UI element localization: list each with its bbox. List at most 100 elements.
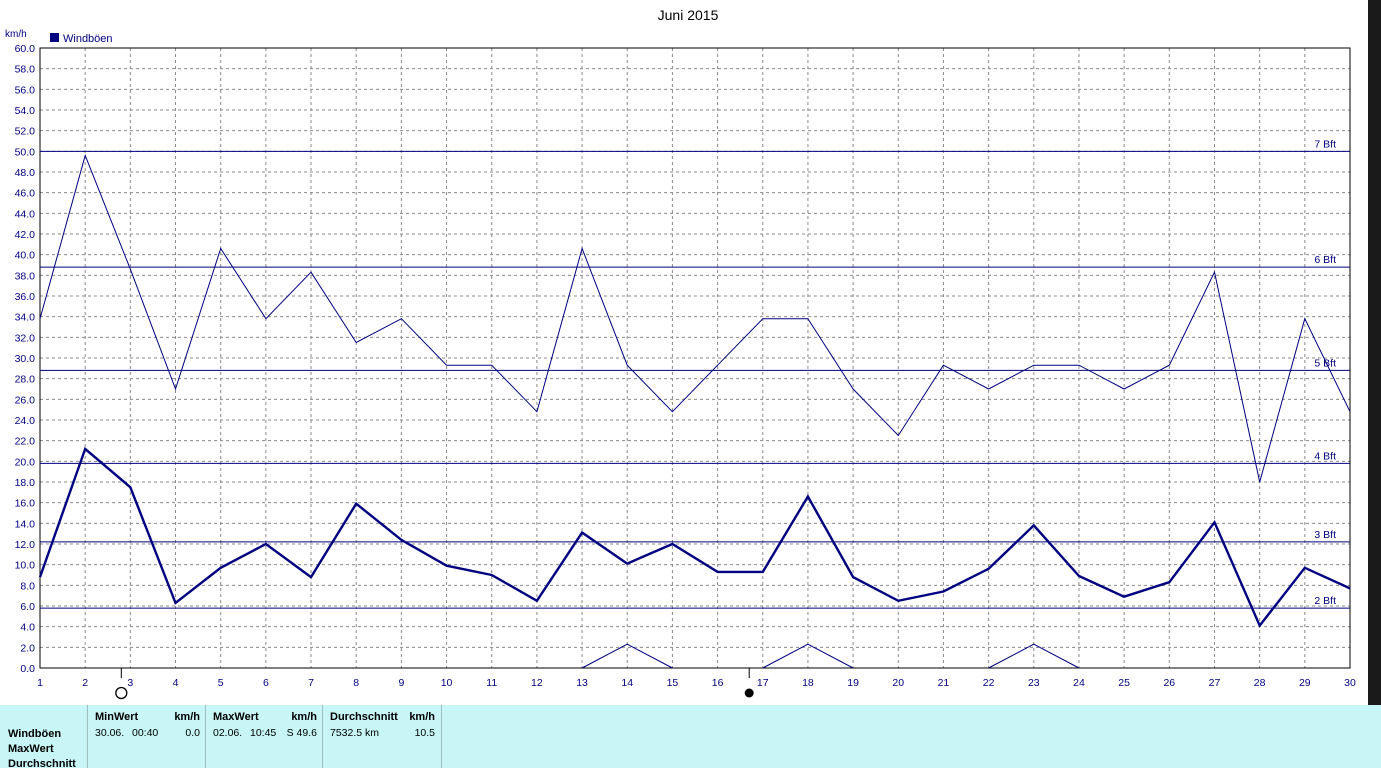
x-tick-label: 22 <box>983 677 995 689</box>
y-tick-label: 4.0 <box>20 622 35 634</box>
y-tick-label: 24.0 <box>15 415 36 427</box>
y-tick-label: 36.0 <box>15 291 36 303</box>
x-tick-label: 3 <box>127 677 133 689</box>
y-tick-label: 48.0 <box>15 167 36 179</box>
y-tick-label: 28.0 <box>15 374 36 386</box>
x-tick-label: 25 <box>1118 677 1130 689</box>
y-tick-label: 2.0 <box>20 642 35 654</box>
x-tick-label: 4 <box>173 677 179 689</box>
y-tick-label: 40.0 <box>15 250 36 262</box>
row-label-maxwert: MaxWert <box>8 743 54 755</box>
durchschnitt-column: Durchschnitt km/h 7532.5 km 10.5 <box>322 705 442 768</box>
full-moon-icon <box>115 686 128 700</box>
x-tick-label: 5 <box>218 677 224 689</box>
maxwert-header: MaxWert <box>213 711 259 723</box>
x-tick-label: 14 <box>621 677 633 689</box>
y-tick-label: 10.0 <box>15 560 36 572</box>
x-tick-label: 30 <box>1344 677 1356 689</box>
y-tick-label: 54.0 <box>15 105 36 117</box>
beaufort-label: 7 Bft <box>1314 138 1336 150</box>
beaufort-label: 2 Bft <box>1314 595 1336 607</box>
row-label-durchschnitt: Durchschnitt <box>8 758 76 768</box>
y-tick-label: 12.0 <box>15 539 36 551</box>
y-tick-label: 8.0 <box>20 580 35 592</box>
moon-phases <box>115 668 754 700</box>
y-tick-label: 60.0 <box>15 43 36 55</box>
minwert-date: 30.06. <box>95 727 125 739</box>
x-tick-label: 17 <box>757 677 769 689</box>
series-line-min <box>988 643 1080 669</box>
x-tick-label: 12 <box>531 677 543 689</box>
x-axis: 1 2 3 4 5 6 7 8 9 10 11 12 13 14 15 16 17 18 19 20 21 22 23 24 2… <box>37 677 1356 689</box>
statistics-panel: Windböen MaxWert Durchschnitt MinWert km… <box>0 705 1381 768</box>
y-axis-unit-label: km/h <box>5 29 27 40</box>
x-tick-label: 2 <box>82 677 88 689</box>
series-line-min <box>762 643 854 669</box>
series-line-average <box>38 446 1351 628</box>
x-tick-label: 21 <box>938 677 950 689</box>
plot-frame <box>39 47 1351 669</box>
grid <box>39 47 1351 669</box>
x-tick-label: 6 <box>263 677 269 689</box>
row-label-windboeen: Windböen <box>8 728 62 740</box>
row-labels: Windböen MaxWert Durchschnitt <box>8 727 76 768</box>
x-tick-label: 20 <box>892 677 904 689</box>
y-tick-label: 30.0 <box>15 353 36 365</box>
x-tick-label: 19 <box>847 677 859 689</box>
maxwert-value: S 49.6 <box>286 727 317 739</box>
minwert-value: 0.0 <box>185 727 200 739</box>
x-tick-label: 11 <box>486 677 497 689</box>
y-tick-label: 52.0 <box>15 126 36 138</box>
durchschnitt-unit: km/h <box>409 711 435 723</box>
maxwert-date: 02.06. <box>213 727 243 739</box>
legend-swatch <box>50 33 59 42</box>
minwert-time: 00:40 <box>132 727 159 739</box>
x-tick-label: 15 <box>667 677 679 689</box>
legend-label: Windböen <box>63 33 113 45</box>
x-tick-label: 28 <box>1254 677 1266 689</box>
beaufort-label: 6 Bft <box>1314 254 1336 266</box>
y-tick-label: 20.0 <box>15 456 36 468</box>
beaufort-label: 4 Bft <box>1314 450 1336 462</box>
new-moon-icon <box>744 688 754 698</box>
beaufort-label: 5 Bft <box>1314 357 1336 369</box>
y-tick-label: 42.0 <box>15 229 36 241</box>
x-tick-label: 18 <box>802 677 814 689</box>
y-tick-label: 38.0 <box>15 270 36 282</box>
wind-chart: Juni 2015 km/h Windböen 2 Bft 3 Bft 4 Bft 5… <box>5 7 1356 700</box>
beaufort-lines: 2 Bft 3 Bft 4 Bft 5 Bft 6 Bft 7 Bft <box>40 138 1350 609</box>
y-tick-label: 56.0 <box>15 84 36 96</box>
minwert-header: MinWert <box>95 711 139 723</box>
x-tick-label: 27 <box>1209 677 1221 689</box>
durchschnitt-value: 10.5 <box>414 727 435 739</box>
maxwert-column: MaxWert km/h 02.06. 10:45 S 49.6 <box>205 705 323 768</box>
durchschnitt-header: Durchschnitt <box>330 711 398 723</box>
series-line-min <box>581 643 673 669</box>
minwert-unit: km/h <box>174 711 200 723</box>
window-edge <box>1368 0 1381 705</box>
y-tick-label: 18.0 <box>15 477 36 489</box>
series-group <box>38 153 1351 669</box>
y-tick-label: 44.0 <box>15 208 36 220</box>
x-tick-label: 13 <box>576 677 588 689</box>
y-tick-label: 46.0 <box>15 188 36 200</box>
x-tick-label: 7 <box>308 677 314 689</box>
beaufort-label: 3 Bft <box>1314 529 1336 541</box>
durchschnitt-distance: 7532.5 km <box>330 727 380 739</box>
y-tick-label: 0.0 <box>20 663 35 675</box>
y-axis: 0.0 2.0 4.0 6.0 8.0 10.0 12.0 14.0 16.0 18.0 20.0 2… <box>15 43 36 675</box>
y-tick-label: 22.0 <box>15 436 36 448</box>
x-tick-label: 29 <box>1299 677 1311 689</box>
y-tick-label: 34.0 <box>15 312 36 324</box>
y-tick-label: 50.0 <box>15 146 36 158</box>
y-tick-label: 6.0 <box>20 601 35 613</box>
x-tick-label: 1 <box>37 677 43 689</box>
maxwert-unit: km/h <box>291 711 317 723</box>
x-tick-label: 10 <box>441 677 453 689</box>
x-tick-label: 9 <box>398 677 404 689</box>
y-tick-label: 14.0 <box>15 518 36 530</box>
y-tick-label: 16.0 <box>15 498 36 510</box>
y-tick-label: 26.0 <box>15 394 36 406</box>
minwert-column: MinWert km/h 30.06. 00:40 0.0 <box>87 705 206 768</box>
series-line-max <box>39 153 1351 483</box>
